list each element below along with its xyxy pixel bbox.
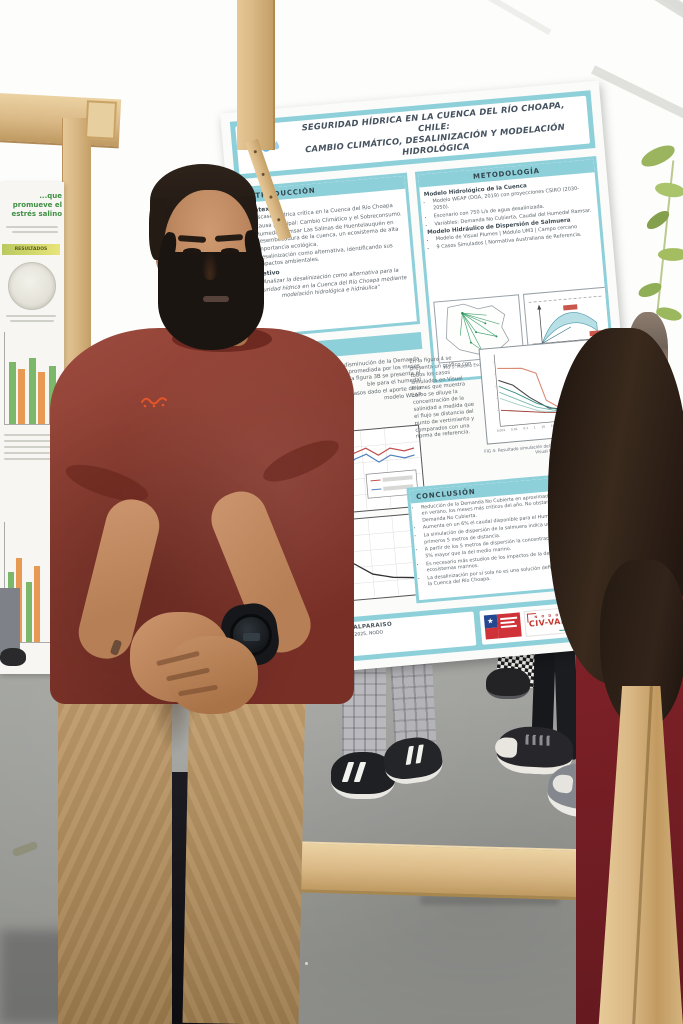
far-left-leg [0,588,20,654]
dark-shoe [486,668,530,699]
fig1-weap-map [433,294,525,364]
eye [221,248,239,255]
skylight-beam [518,0,683,69]
floor-speck [305,962,308,965]
wood-beam-endgrain [85,100,117,140]
section-metodologia: METODOLOGÍA Modelo Hidrológico de la Cue… [414,156,615,384]
skylight-beam [418,0,552,36]
nose-shadow [202,250,218,280]
wood-post-topleft [237,0,275,150]
skylight-beam [557,0,683,67]
neighbour-results-band: RESULTADOS [2,244,60,255]
eye [183,248,201,255]
lip-hint [203,296,229,302]
petri-dish-image [8,262,56,310]
anid-logo [483,612,522,640]
far-left-shoe [0,648,26,666]
resultados-right-text: En la figura 4 se presenta un gráfico co… [409,355,475,441]
skylight-beam [591,65,683,144]
floor-smudge [420,895,560,905]
neighbour-poster-title: ...que promueve el estrés salino [11,192,62,219]
pant-leg-right [182,684,306,1024]
poster-title: SEGURIDAD HÍDRICA EN LA CUENCA DEL RÍO C… [301,99,566,157]
shirt-logo [140,392,170,414]
